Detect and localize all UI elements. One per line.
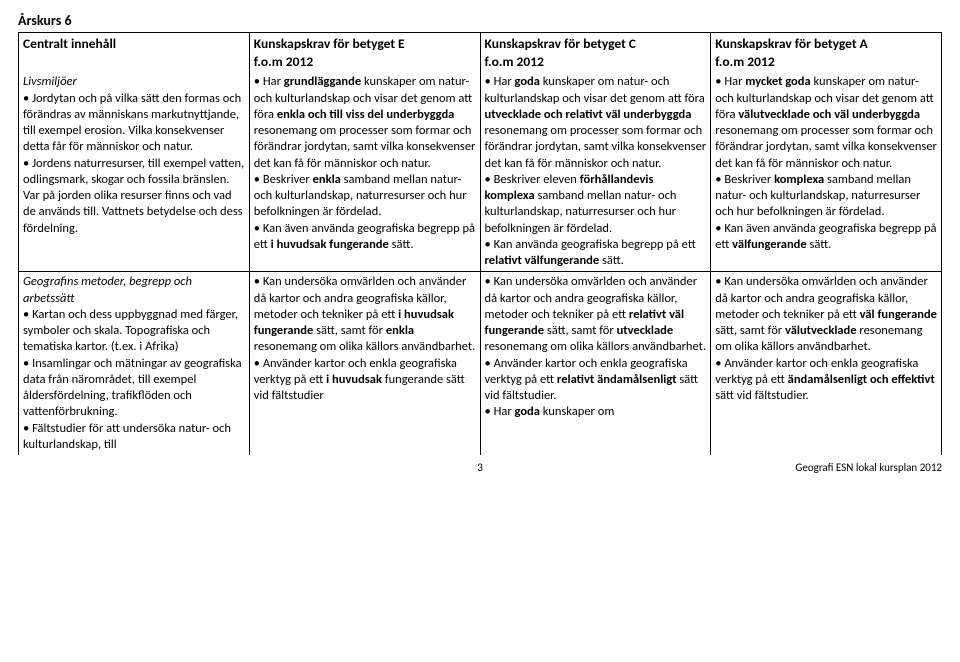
curriculum-table: Centralt innehåll Kunskapskrav för betyg… [18, 32, 942, 455]
footer-right-text: Geografi ESN lokal kursplan 2012 [795, 461, 942, 475]
col3-header: Kunskapskrav för betyget C [485, 35, 707, 53]
row2-col-a: Kan undersöka omvärlden och använder då … [711, 272, 942, 455]
row1-col-a: Har mycket goda kunskaper om natur- och … [711, 72, 942, 272]
row1-col-e: Har grundläggande kunskaper om natur- oc… [249, 72, 480, 272]
page-title: Årskurs 6 [18, 12, 942, 30]
col2-header: Kunskapskrav för betyget E [254, 35, 476, 53]
footer: 3 Geografi ESN lokal kursplan 2012 [18, 461, 942, 475]
row2-c1-bullet2: Insamlingar och mätningar av geografiska… [23, 356, 245, 421]
col1-header: Centralt innehåll [23, 35, 245, 53]
row2-section-title: Geografins metoder, begrepp och arbetssä… [23, 274, 245, 307]
row1-col-c: Har goda kunskaper om natur- och kulturl… [480, 72, 711, 272]
row2-c1-bullet1: Kartan och dess uppbyggnad med färger, s… [23, 307, 245, 356]
row2-c1-bullet3: Fältstudier för att undersöka natur- och… [23, 421, 245, 454]
row2-col-c: Kan undersöka omvärlden och använder då … [480, 272, 711, 455]
col2-sub: f.o.m 2012 [254, 53, 476, 71]
row1-section-title: Livsmiljöer [23, 74, 245, 90]
col4-sub: f.o.m 2012 [715, 53, 937, 71]
row2-col-e: Kan undersöka omvärlden och använder då … [249, 272, 480, 455]
col3-sub: f.o.m 2012 [485, 53, 707, 71]
col4-header: Kunskapskrav för betyget A [715, 35, 937, 53]
page-number: 3 [477, 461, 483, 474]
row1-c1-bullet1: Jordytan och på vilka sätt den formas oc… [23, 91, 245, 156]
row1-c1-bullet2: Jordens naturresurser, till exempel vatt… [23, 156, 245, 237]
